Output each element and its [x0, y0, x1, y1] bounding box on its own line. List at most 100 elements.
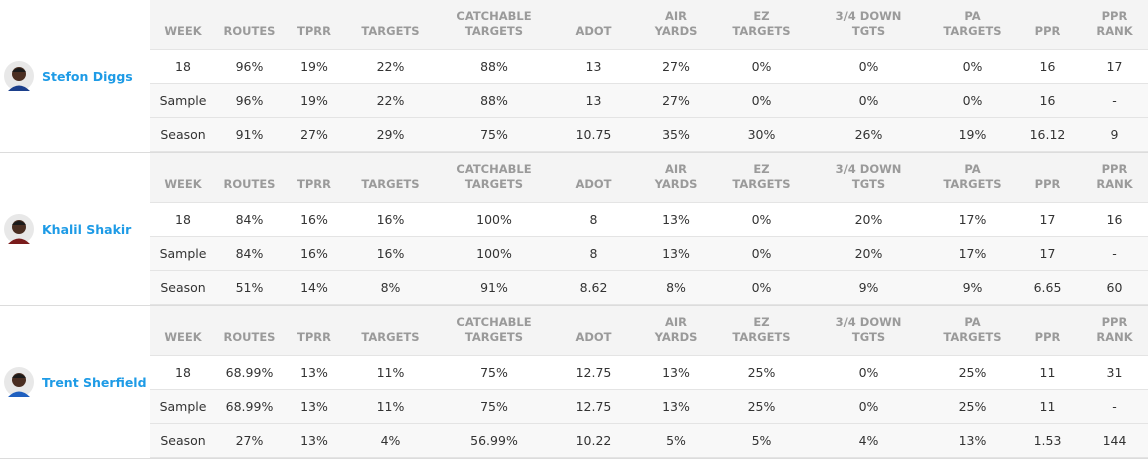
cell: 68.99%: [225, 365, 274, 380]
avatar: [4, 214, 34, 244]
cell: 16%: [300, 212, 328, 227]
cell: 0%: [751, 212, 772, 227]
cell: 14%: [300, 280, 328, 295]
cell: 96%: [235, 59, 264, 74]
player-name[interactable]: Khalil Shakir: [42, 221, 132, 237]
cell: 18: [175, 365, 191, 380]
column-header: CATCHABLE TARGETS: [456, 9, 532, 38]
header-row: WEEK ROUTES TPRR TARGETS CATCHABLE TARGETS AD…: [150, 0, 1148, 50]
cell: 88%: [480, 59, 508, 74]
column-header: 3/4 DOWN TGTS: [835, 162, 902, 191]
cell: 8%: [380, 280, 401, 295]
cell: Sample: [159, 246, 207, 261]
cell: 8.62: [579, 280, 608, 295]
column-header: EZ TARGETS: [732, 9, 791, 38]
column-header: PPR: [1034, 330, 1061, 344]
cell: 0%: [858, 399, 879, 414]
cell: 84%: [235, 246, 264, 261]
cell: 8%: [666, 280, 686, 295]
cell: Season: [160, 127, 206, 142]
column-header: PPR RANK: [1096, 9, 1133, 38]
cell: 22%: [376, 93, 405, 108]
player: Khalil Shakir: [0, 153, 150, 305]
cell: 75%: [480, 365, 508, 380]
cell: 96%: [235, 93, 264, 108]
data-row: Sample 84% 16% 16% 100% 8 13% 0% 20% 17% 17 -: [150, 237, 1148, 271]
cell: 27%: [300, 127, 328, 142]
cell: 19%: [958, 127, 987, 142]
player-name[interactable]: Trent Sherfield: [42, 374, 147, 390]
cell: 4%: [858, 433, 879, 448]
column-header: WEEK: [164, 330, 202, 344]
column-header: WEEK: [164, 177, 202, 191]
cell: 13%: [300, 365, 328, 380]
player-block: Khalil Shakir WEEK ROUTES TPRR TARGETS CATCHA…: [0, 153, 1148, 306]
column-header: TPRR: [297, 24, 331, 38]
cell: 18: [175, 212, 191, 227]
cell: 13%: [300, 399, 328, 414]
cell: 75%: [480, 399, 508, 414]
header-row: WEEK ROUTES TPRR TARGETS CATCHABLE TARGETS AD…: [150, 153, 1148, 203]
cell: -: [1112, 399, 1117, 414]
column-header: TARGETS: [361, 177, 420, 191]
cell: 12.75: [575, 365, 612, 380]
data-row: 18 84% 16% 16% 100% 8 13% 0% 20% 17% 17 16: [150, 203, 1148, 237]
cell: 27%: [662, 59, 690, 74]
column-header: CATCHABLE TARGETS: [456, 162, 532, 191]
cell: 68.99%: [225, 399, 274, 414]
cell: 60: [1106, 280, 1123, 295]
cell: 25%: [747, 365, 776, 380]
cell: 16%: [376, 246, 405, 261]
cell: 27%: [662, 93, 690, 108]
player-block: Stefon Diggs WEEK ROUTES TPRR TARGETS CATCHAB…: [0, 0, 1148, 153]
cell: 16: [1039, 59, 1056, 74]
player-name[interactable]: Stefon Diggs: [42, 68, 133, 84]
cell: 25%: [747, 399, 776, 414]
cell: 17: [1039, 246, 1056, 261]
cell: 22%: [376, 59, 405, 74]
cell: 9: [1110, 127, 1119, 142]
cell: 13: [585, 59, 602, 74]
cell: 13%: [662, 399, 690, 414]
cell: 0%: [962, 93, 983, 108]
cell: 8: [589, 246, 598, 261]
cell: 91%: [480, 280, 508, 295]
cell: 20%: [854, 212, 883, 227]
cell: -: [1112, 246, 1117, 261]
stats-table: WEEK ROUTES TPRR TARGETS CATCHABLE TARGETS AD…: [150, 0, 1148, 152]
column-header: PA TARGETS: [943, 315, 1002, 344]
column-header: ROUTES: [223, 24, 276, 38]
player-block: Trent Sherfield WEEK ROUTES TPRR TARGETS CATC…: [0, 306, 1148, 459]
header-row: WEEK ROUTES TPRR TARGETS CATCHABLE TARGETS AD…: [150, 306, 1148, 356]
stats-table: WEEK ROUTES TPRR TARGETS CATCHABLE TARGETS AD…: [150, 306, 1148, 458]
cell: 10.75: [575, 127, 612, 142]
player: Trent Sherfield: [0, 306, 150, 458]
cell: 16%: [300, 246, 328, 261]
column-header: WEEK: [164, 24, 202, 38]
cell: 12.75: [575, 399, 612, 414]
column-header: ADOT: [575, 24, 612, 38]
cell: 11%: [376, 399, 405, 414]
cell: 5%: [751, 433, 772, 448]
column-header: AIR YARDS: [654, 315, 698, 344]
cell: 91%: [235, 127, 264, 142]
cell: 30%: [747, 127, 776, 142]
column-header: CATCHABLE TARGETS: [456, 315, 532, 344]
cell: 5%: [666, 433, 686, 448]
column-header: PA TARGETS: [943, 162, 1002, 191]
cell: 11: [1039, 365, 1056, 380]
cell: 0%: [858, 93, 879, 108]
cell: 8: [589, 212, 598, 227]
column-header: TPRR: [297, 177, 331, 191]
cell: 31: [1106, 365, 1123, 380]
column-header: PPR: [1034, 177, 1061, 191]
cell: 100%: [476, 246, 512, 261]
cell: Sample: [159, 93, 207, 108]
stats-table: WEEK ROUTES TPRR TARGETS CATCHABLE TARGETS AD…: [150, 153, 1148, 305]
cell: 0%: [751, 280, 772, 295]
avatar: [4, 367, 34, 397]
cell: 13%: [300, 433, 328, 448]
cell: 29%: [376, 127, 405, 142]
cell: 6.65: [1033, 280, 1062, 295]
column-header: EZ TARGETS: [732, 315, 791, 344]
